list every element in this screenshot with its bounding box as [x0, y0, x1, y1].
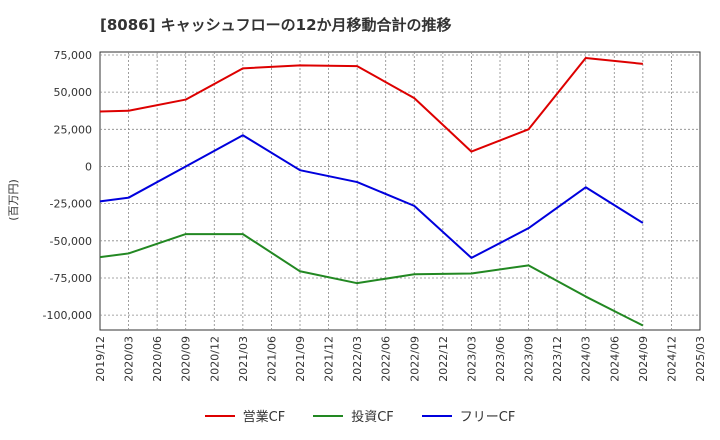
legend-item: 営業CF	[204, 406, 286, 425]
legend-label: フリーCF	[459, 410, 516, 425]
x-tick-label: 2021/06	[265, 336, 278, 382]
y-tick-label: -75,000	[50, 272, 92, 285]
legend-swatch	[313, 414, 344, 417]
x-tick-label: 2022/06	[380, 336, 393, 382]
series-lines	[99, 56, 644, 327]
series-line-1	[99, 56, 643, 153]
legend-swatch	[421, 414, 452, 417]
plot-area	[99, 51, 701, 331]
x-tick-label: 2025/03	[694, 336, 707, 382]
x-tick-label: 2022/03	[351, 336, 364, 382]
x-tick-label: 2023/03	[465, 336, 478, 382]
x-tick-label: 2024/12	[665, 336, 678, 382]
y-tick-label: -100,000	[43, 309, 92, 322]
legend-item: フリーCF	[421, 406, 516, 425]
y-tick-label: 25,000	[54, 123, 93, 136]
legend-swatch	[204, 414, 235, 417]
y-tick-label: 75,000	[54, 49, 93, 62]
x-tick-label: 2024/03	[580, 336, 593, 382]
x-tick-label: 2020/09	[180, 336, 193, 382]
x-tick-label: 2024/06	[608, 336, 621, 382]
x-tick-label: 2021/12	[323, 336, 336, 382]
x-tick-label: 2019/12	[94, 336, 107, 382]
x-tick-label: 2021/09	[294, 336, 307, 382]
series-line-2	[99, 233, 644, 327]
y-tick-label: -25,000	[50, 198, 92, 211]
x-tick-label: 2020/06	[151, 336, 164, 382]
legend-label: 営業CF	[242, 410, 286, 425]
x-tick-label: 2022/12	[437, 336, 450, 382]
x-axis: 2019/12 2020/03 2020/06 2020/09 2020/12 2021/…	[94, 336, 707, 382]
y-tick-label: -50,000	[50, 235, 92, 248]
x-tick-label: 2022/09	[408, 336, 421, 382]
x-tick-label: 2023/06	[494, 336, 507, 382]
y-axis-label: (百万円)	[7, 179, 20, 221]
x-tick-label: 2023/09	[523, 336, 536, 382]
chart-title: [8086] キャッシュフローの12か月移動合計の推移	[100, 16, 452, 34]
legend-label: 投資CF	[351, 410, 394, 425]
x-tick-label: 2020/12	[208, 336, 221, 382]
x-tick-label: 2024/09	[637, 336, 650, 382]
x-tick-label: 2020/03	[123, 336, 136, 382]
grid-lines	[100, 52, 700, 330]
y-tick-label: 0	[85, 160, 92, 173]
legend-item: 投資CF	[313, 406, 394, 425]
x-tick-label: 2021/03	[237, 336, 250, 382]
x-tick-label: 2023/12	[551, 336, 564, 382]
series-line-3	[99, 134, 644, 259]
y-axis: 75,000 50,000 25,000 0 -25,000 -50,000 -75,000…	[43, 49, 92, 322]
legend: 営業CF 投資CF フリーCF	[0, 406, 720, 425]
y-tick-label: 50,000	[54, 86, 93, 99]
